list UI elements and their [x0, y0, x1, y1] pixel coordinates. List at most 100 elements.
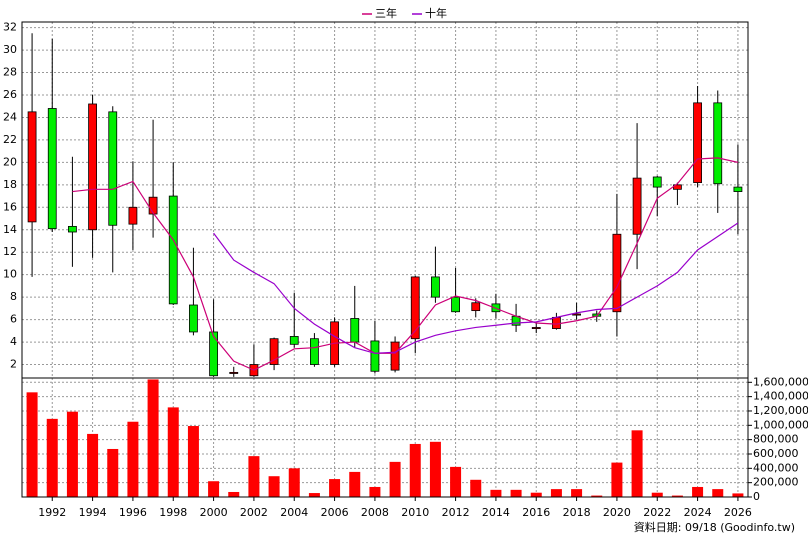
legend-label: 三年 [375, 6, 397, 20]
candle-body [572, 313, 581, 316]
candle-body [431, 276, 440, 298]
y-tick-label: 28 [3, 66, 17, 79]
y-tick-label: 22 [3, 133, 17, 146]
y-tick-label: 8 [10, 290, 17, 303]
volume-bar [470, 479, 482, 497]
y-tick-label: 1,200,000 [753, 404, 808, 417]
y-tick-label: 24 [3, 110, 17, 123]
x-tick-label: 1996 [119, 506, 147, 519]
candle-body [289, 336, 299, 345]
candle-body [552, 316, 561, 329]
volume-bar [671, 495, 683, 497]
candle-body [390, 341, 400, 371]
candle-body [632, 177, 642, 235]
y-tick-label: 16 [3, 200, 17, 213]
x-tick-label: 2024 [684, 506, 712, 519]
volume-bar [389, 461, 401, 497]
volume-bar [450, 466, 462, 497]
volume-bar [308, 493, 320, 497]
plot-frame [21, 377, 749, 498]
moving-average-line [213, 222, 739, 354]
volume-bar [510, 489, 522, 497]
y-tick-label: 14 [3, 223, 17, 236]
candle-body [108, 111, 118, 226]
candle-body [451, 296, 460, 313]
x-tick-label: 2008 [361, 506, 389, 519]
y-tick-label: 0 [753, 490, 760, 503]
volume-bar [369, 486, 381, 497]
volume-bar [429, 441, 441, 497]
volume-bar [611, 462, 623, 497]
x-tick-label: 2026 [724, 506, 752, 519]
candle-body [350, 318, 360, 343]
moving-average-line [72, 157, 739, 371]
y-tick-label: 18 [3, 178, 17, 191]
y-tick-label: 32 [3, 21, 17, 34]
x-tick-label: 2010 [401, 506, 429, 519]
volume-bar [228, 491, 240, 497]
volume-bar [692, 486, 704, 497]
candle-body [310, 338, 319, 365]
volume-bar [530, 492, 542, 497]
y-tick-label: 600,000 [753, 447, 799, 460]
volume-bar [127, 421, 139, 497]
volume-bar [349, 471, 361, 497]
x-tick-label: 2002 [240, 506, 268, 519]
x-tick-label: 2022 [643, 506, 671, 519]
candle-body [370, 340, 380, 372]
volume-bar [329, 479, 341, 497]
candle-body [531, 327, 541, 329]
y-tick-label: 26 [3, 88, 17, 101]
volume-bar [26, 392, 38, 497]
y-tick-label: 10 [3, 268, 17, 281]
candle-body [209, 331, 218, 377]
plot-background [22, 22, 748, 497]
x-tick-label: 2020 [603, 506, 631, 519]
volume-bar [591, 495, 603, 497]
x-tick-label: 2000 [200, 506, 228, 519]
candle-body [229, 371, 239, 374]
x-tick-label: 2006 [321, 506, 349, 519]
y-tick-label: 1,600,000 [753, 375, 808, 388]
candle-body [693, 102, 702, 183]
y-tick-label: 12 [3, 245, 17, 258]
y-tick-label: 6 [10, 313, 17, 326]
y-tick-label: 4 [10, 335, 17, 348]
volume-bar [571, 489, 583, 497]
x-tick-label: 2014 [482, 506, 510, 519]
volume-bar [490, 489, 502, 497]
volume-bar [651, 492, 663, 497]
volume-bar [46, 418, 58, 497]
volume-bar [631, 430, 643, 497]
candle-body [733, 186, 743, 192]
volume-bar [167, 407, 179, 497]
candle-body [168, 195, 178, 305]
candle-body [148, 196, 158, 215]
x-tick-label: 2016 [522, 506, 550, 519]
candle-body [471, 302, 481, 312]
x-tick-label: 2018 [563, 506, 591, 519]
candle-body [652, 176, 662, 188]
x-tick-label: 1998 [159, 506, 187, 519]
volume-bar [288, 468, 300, 497]
candle-body [68, 225, 77, 233]
volume-bar [409, 443, 421, 497]
y-tick-label: 1,400,000 [753, 390, 808, 403]
y-tick-label: 2 [10, 358, 17, 371]
volume-bar [107, 448, 119, 497]
x-tick-label: 2012 [442, 506, 470, 519]
candle-body [27, 111, 37, 223]
x-tick-label: 1994 [79, 506, 107, 519]
volume-bar [147, 379, 159, 497]
candle-body [128, 206, 138, 225]
volume-bar [712, 489, 724, 497]
y-tick-label: 800,000 [753, 433, 799, 446]
candle-body [88, 103, 97, 231]
y-tick-label: 30 [3, 43, 17, 56]
candle-body [410, 276, 420, 340]
source-note: 資料日期: 09/18 (Goodinfo.tw) [634, 520, 795, 534]
volume-bar [248, 456, 260, 497]
candle-body [713, 102, 723, 185]
x-tick-label: 2004 [280, 506, 308, 519]
